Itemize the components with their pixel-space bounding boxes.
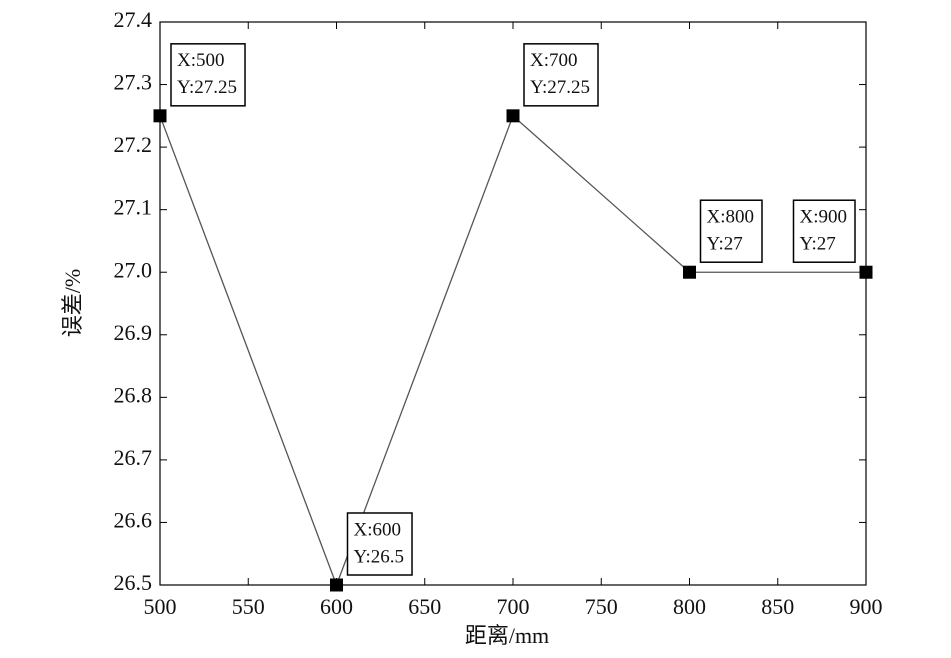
x-axis-label: 距离/mm: [465, 623, 549, 648]
data-tip: X:700 Y:27.25: [523, 43, 599, 107]
x-tick-label: 800: [673, 594, 706, 619]
data-tip: X:800 Y:27: [699, 199, 763, 263]
data-tip-box: [792, 199, 856, 263]
y-tick-label: 27.3: [114, 70, 153, 95]
data-tip-box: [699, 199, 763, 263]
data-point: [859, 265, 873, 279]
y-axis-label: 误差/%: [60, 269, 85, 337]
y-tick-label: 26.8: [114, 382, 153, 407]
data-tip-y: Y:27.25: [177, 77, 237, 98]
y-tick-label: 27.2: [114, 132, 153, 157]
data-tip-box: [170, 43, 246, 107]
y-tick-label: 27.4: [114, 7, 153, 32]
data-tip-y: Y:27: [800, 234, 836, 255]
data-tip-y: Y:27: [707, 234, 743, 255]
data-tip-x: X:700: [530, 50, 578, 71]
y-tick-label: 26.9: [114, 320, 153, 345]
x-tick-label: 600: [320, 594, 353, 619]
x-tick-label: 650: [408, 594, 441, 619]
data-point: [153, 109, 167, 123]
y-tick-label: 26.7: [114, 445, 153, 470]
y-tick-label: 27.0: [114, 257, 153, 282]
x-tick-label: 700: [497, 594, 530, 619]
series-line: [159, 114, 866, 587]
data-point: [330, 578, 343, 592]
data-tip-box: [523, 43, 599, 107]
data-tip-y: Y:27.25: [530, 77, 590, 98]
plot-frame: [159, 21, 867, 586]
data-tip-box: [346, 512, 413, 576]
data-tip-x: X:900: [800, 207, 848, 228]
data-point: [506, 109, 520, 123]
data-tip: X:500 Y:27.25: [170, 43, 246, 107]
data-tip-y: Y:26.5: [354, 546, 405, 567]
data-tip: X:900 Y:27: [792, 199, 856, 263]
y-tick-label: 26.5: [114, 570, 153, 595]
data-tip-x: X:600: [354, 519, 402, 540]
x-tick-label: 850: [761, 594, 794, 619]
data-tip-x: X:800: [707, 207, 755, 228]
data-point: [683, 265, 696, 279]
x-tick-label: 900: [850, 594, 883, 619]
y-tick-label: 27.1: [114, 195, 153, 220]
x-tick-label: 550: [232, 594, 265, 619]
x-tick-label: 500: [144, 594, 177, 619]
data-tip: X:600 Y:26.5: [346, 512, 413, 576]
x-tick-label: 750: [585, 594, 618, 619]
data-tip-x: X:500: [177, 50, 225, 71]
y-tick-label: 26.6: [114, 507, 153, 532]
